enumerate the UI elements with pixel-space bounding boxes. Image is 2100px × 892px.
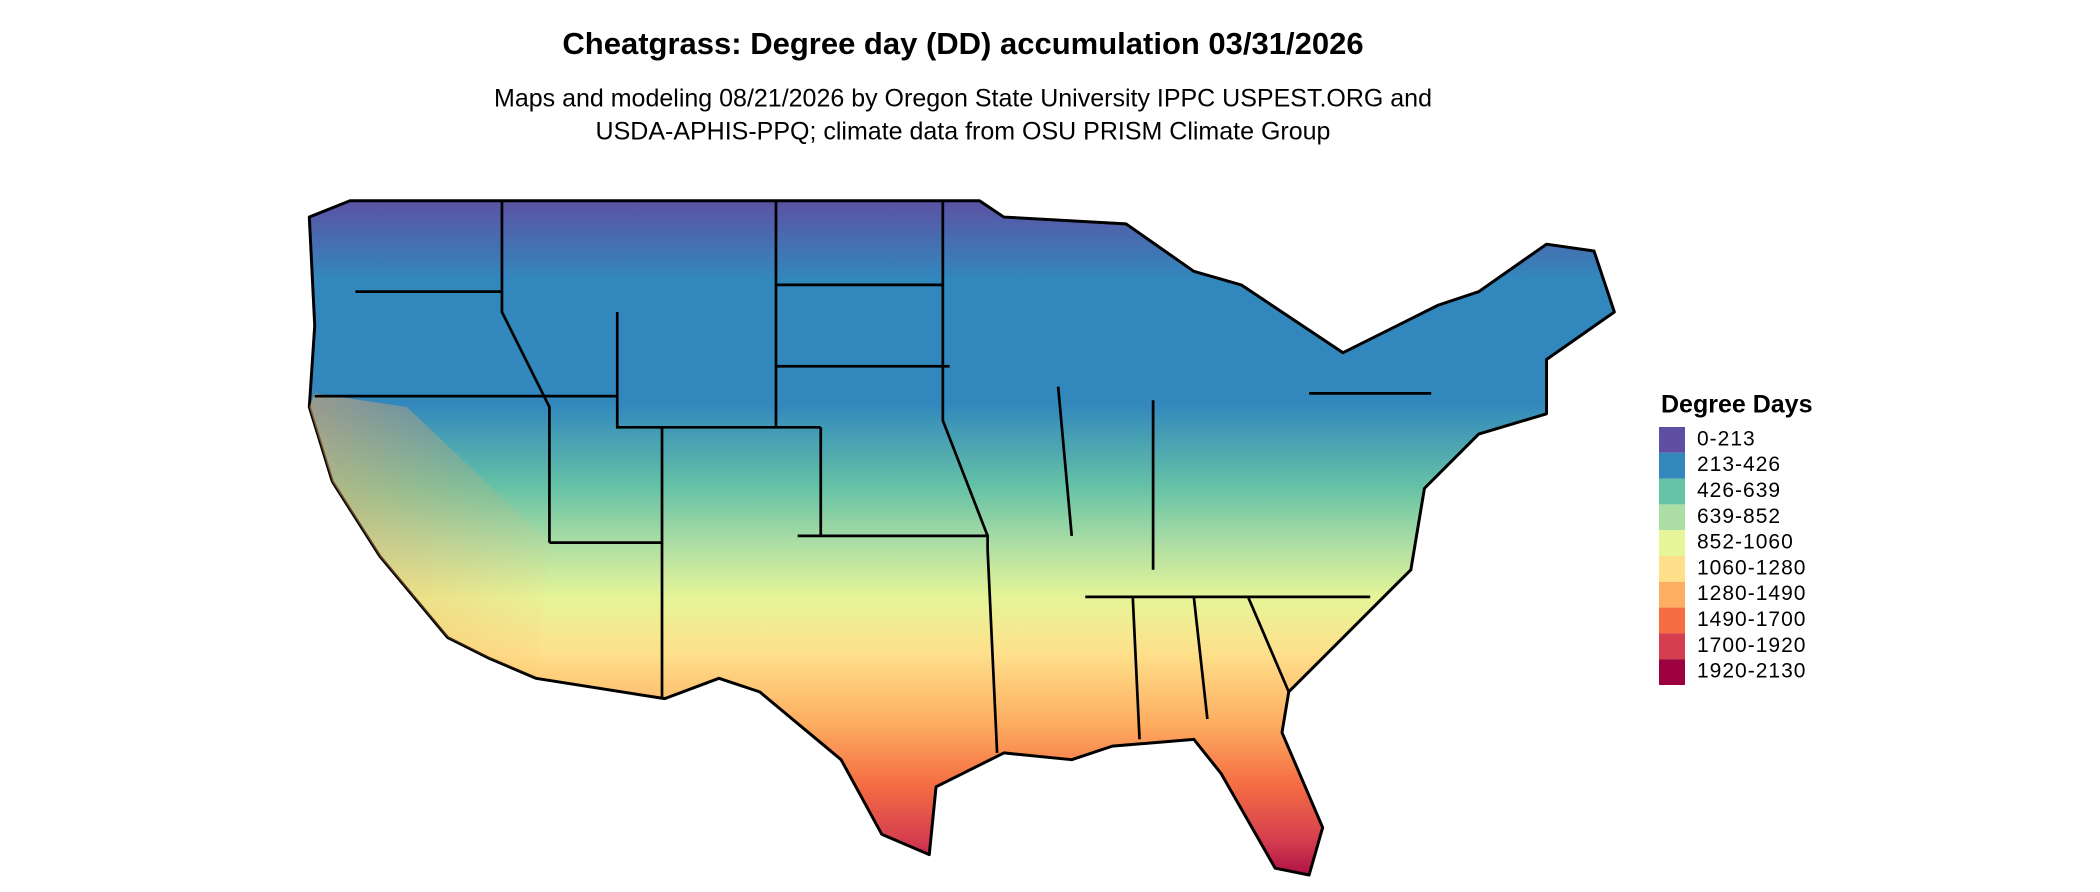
west-coast-shade: [309, 393, 550, 679]
legend-label: 852-1060: [1697, 531, 1794, 554]
legend-swatch: [1659, 633, 1685, 660]
legend-label: 213-426: [1697, 453, 1781, 476]
legend-label: 1490-1700: [1697, 608, 1806, 631]
us-map: [307, 199, 1616, 877]
map-subtitle: Maps and modeling 08/21/2026 by Oregon S…: [494, 85, 1432, 113]
legend-swatch: [1659, 556, 1685, 582]
legend-label: 1920-2130: [1697, 660, 1806, 683]
map-subtitle: USDA-APHIS-PPQ; climate data from OSU PR…: [596, 118, 1331, 146]
legend-label: 426-639: [1697, 479, 1781, 502]
legend-swatch: [1659, 581, 1685, 608]
legend-label: 0-213: [1697, 427, 1756, 450]
legend-swatch: [1659, 659, 1685, 685]
legend-swatch: [1659, 607, 1685, 634]
legend-label: 639-852: [1697, 505, 1781, 528]
legend-label: 1280-1490: [1697, 582, 1806, 605]
legend-swatch: [1659, 530, 1685, 556]
legend-label: 1060-1280: [1697, 556, 1806, 579]
legend-swatch: [1659, 452, 1685, 479]
legend-label: 1700-1920: [1697, 634, 1806, 657]
legend-title: Degree Days: [1661, 391, 1812, 419]
legend: 0-213 213-426 426-639 639-852 852-10601060-1…: [1659, 427, 1806, 685]
state-lines: [314, 200, 1432, 753]
map-title: Cheatgrass: Degree day (DD) accumulation…: [562, 26, 1363, 61]
legend-swatch: [1659, 427, 1685, 453]
legend-swatch: [1659, 478, 1685, 505]
legend-swatch: [1659, 504, 1685, 531]
